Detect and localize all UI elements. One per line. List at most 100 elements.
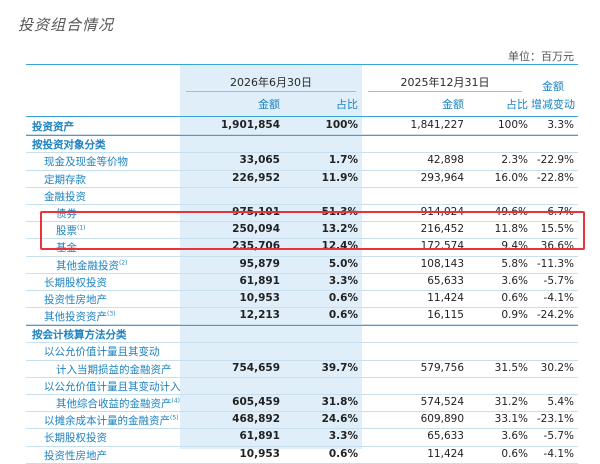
cell-share-prior: 3.6% [501, 430, 528, 443]
header-change-line1: 金额 [542, 80, 564, 93]
row-label-text: 以公允价值计量且其变动 [44, 346, 160, 359]
row-label: 定期存款 [44, 172, 86, 187]
cell-change: 15.5% [540, 223, 574, 236]
cell-amount-prior: 216,452 [420, 223, 464, 236]
cell-amount-current: 10,953 [239, 447, 280, 460]
header-amount-prior: 金额 [442, 98, 464, 111]
cell-share-current: 39.7% [321, 361, 358, 374]
cell-share-current: 5.0% [328, 257, 358, 270]
cell-amount-prior: 11,424 [427, 291, 464, 304]
cell-share-prior: 3.6% [501, 274, 528, 287]
header-divider-prior [368, 91, 522, 92]
footnote-marker: (3) [107, 310, 116, 318]
row-label: 以公允价值计量且其变动计入 [44, 379, 181, 394]
header-share-prior: 占比 [506, 98, 528, 111]
footnote-marker: (2) [119, 259, 128, 266]
row-label: 投资资产 [32, 119, 74, 134]
footnote-marker: (1) [77, 224, 86, 232]
cell-share-current: 0.6% [328, 447, 358, 460]
cell-change: -4.1% [543, 447, 574, 460]
cell-share-prior: 0.9% [501, 309, 528, 322]
footnote-marker: (5) [170, 414, 179, 422]
cell-change: -11.3% [536, 257, 574, 270]
header-row-periods: 2026年6月30日 2025年12月31日 金额 [26, 64, 578, 93]
row-label-text: 投资资产 [32, 121, 74, 133]
cell-share-prior: 0.6% [501, 447, 528, 460]
cell-amount-prior: 65,633 [427, 430, 464, 443]
cell-share-current: 1.7% [328, 154, 358, 167]
page-title: 投资组合情况 [18, 16, 115, 34]
cell-share-prior: 16.0% [494, 171, 528, 184]
highlight-box [40, 211, 585, 250]
table-row: 其他投资资产(3) 12,213 0.6% 16,115 0.9% -24.2% [26, 308, 578, 326]
table-row: 现金及现金等价物 33,065 1.7% 42,898 2.3% -22.9% [26, 153, 578, 171]
cell-change: -5.7% [543, 274, 574, 287]
cell-change: 30.2% [540, 361, 574, 374]
row-label: 其他金融投资(2) [56, 258, 128, 273]
cell-amount-prior: 293,964 [420, 171, 464, 184]
cell-change: -22.8% [536, 171, 574, 184]
cell-amount-current: 12,213 [239, 309, 280, 322]
cell-share-current: 100% [325, 119, 358, 131]
table-row: 其他综合收益的金融资产(4) 605,459 31.8% 574,524 31.2% 5.… [26, 395, 578, 413]
row-label: 债券 [56, 206, 77, 221]
table-row: 投资资产 1,901,854 100% 1,841,227 100% 3.3% [26, 118, 578, 136]
row-label-text: 投资性房地产 [44, 449, 107, 462]
row-label-text: 定期存款 [44, 173, 86, 186]
cell-amount-current: 33,065 [239, 154, 280, 167]
row-label-text: 以摊余成本计量的金融资产 [44, 415, 170, 428]
row-label-text: 其他综合收益的金融资产 [56, 398, 172, 410]
row-label-text: 现金及现金等价物 [44, 156, 128, 169]
row-label: 以公允价值计量且其变动 [44, 344, 160, 359]
cell-share-prior: 33.1% [494, 413, 528, 426]
row-label-text: 计入当期损益的金融资产 [56, 363, 172, 376]
cell-share-prior: 100% [497, 119, 528, 131]
cell-change: -24.2% [536, 309, 574, 322]
current-period-highlight [180, 64, 362, 449]
table-row: 以公允价值计量且其变动 [26, 343, 578, 361]
cell-amount-current: 468,892 [232, 413, 280, 426]
table-row: 长期股权投资 61,891 3.3% 65,633 3.6% -5.7% [26, 429, 578, 447]
cell-share-prior: 31.5% [494, 361, 528, 374]
cell-change: 3.3% [547, 119, 574, 131]
header-period-prior: 2025年12月31日 [400, 76, 490, 89]
header-share-current: 占比 [336, 98, 358, 111]
cell-share-current: 0.6% [328, 309, 358, 322]
cell-share-current: 0.6% [328, 291, 358, 304]
cell-share-prior: 5.8% [501, 257, 528, 270]
header-divider-current [186, 91, 356, 92]
row-label-text: 投资性房地产 [44, 293, 107, 306]
cell-change: -5.7% [543, 430, 574, 443]
header-period-current: 2026年6月30日 [230, 76, 312, 89]
cell-share-current: 31.8% [321, 396, 358, 408]
table-row: 以摊余成本计量的金融资产(5) 468,892 24.6% 609,890 33.1% -… [26, 412, 578, 430]
cell-amount-prior: 11,424 [427, 447, 464, 460]
cell-share-prior: 31.2% [494, 396, 528, 408]
row-label-text: 长期股权投资 [44, 276, 107, 289]
cell-amount-current: 10,953 [239, 291, 280, 304]
table-row: 股票(1) 250,094 13.2% 216,452 11.8% 15.5% [26, 222, 578, 240]
cell-amount-prior: 1,841,227 [410, 119, 464, 131]
cell-amount-current: 1,901,854 [220, 119, 280, 131]
table-row: 按投资对象分类 [26, 135, 578, 154]
table-row: 以公允价值计量且其变动计入 [26, 378, 578, 395]
row-label: 股票(1) [56, 223, 86, 238]
cell-amount-prior: 579,756 [420, 361, 464, 374]
row-label: 长期股权投资 [44, 275, 107, 290]
row-label: 按投资对象分类 [32, 137, 106, 152]
cell-amount-current: 95,879 [239, 257, 280, 270]
row-label-text: 长期股权投资 [44, 432, 107, 445]
cell-amount-current: 754,659 [232, 361, 280, 374]
cell-share-prior: 2.3% [501, 154, 528, 167]
table-row: 投资性房地产 10,953 0.6% 11,424 0.6% -4.1% [26, 291, 578, 309]
cell-amount-current: 61,891 [239, 274, 280, 287]
row-label: 金融投资 [44, 189, 86, 204]
row-label: 以摊余成本计量的金融资产(5) [44, 413, 179, 428]
cell-amount-prior: 16,115 [427, 309, 464, 322]
row-label: 投资性房地产 [44, 448, 107, 463]
row-label: 其他投资资产(3) [44, 309, 116, 324]
row-label-text: 按会计核算方法分类 [32, 329, 127, 342]
cell-share-prior: 0.6% [501, 291, 528, 304]
row-label: 按会计核算方法分类 [32, 327, 127, 342]
row-label: 其他综合收益的金融资产(4) [56, 396, 180, 411]
